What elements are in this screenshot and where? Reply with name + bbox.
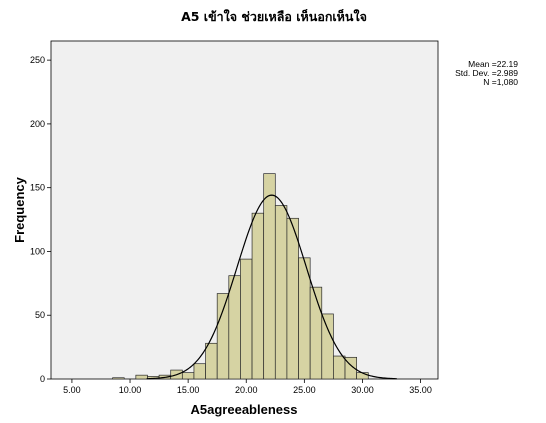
y-tick-label: 200 <box>30 119 45 129</box>
histogram-bar <box>309 286 323 380</box>
histogram-bar <box>251 212 265 380</box>
histogram-bar <box>112 377 125 380</box>
histogram-bar <box>263 173 276 380</box>
histogram-bar <box>333 355 346 380</box>
stats-std-dev: Std. Dev. =2.989 <box>455 68 518 78</box>
x-tick-label: 15.00 <box>177 385 200 395</box>
y-tick-label: 0 <box>40 374 45 384</box>
histogram-bar <box>344 356 357 380</box>
chart-title: A5 เข้าใจ ช่วยเหลือ เห็นอกเห็นใจ <box>181 9 367 24</box>
histogram-bar <box>298 257 311 380</box>
x-tick-label: 20.00 <box>235 385 258 395</box>
y-tick-label: 50 <box>35 310 45 320</box>
y-tick-label: 100 <box>30 246 45 256</box>
histogram-bar <box>193 363 206 380</box>
x-axis-title: A5agreeableness <box>191 402 298 417</box>
x-tick-label: 5.00 <box>63 385 81 395</box>
x-tick-label: 30.00 <box>351 385 374 395</box>
histogram-bar <box>240 258 253 380</box>
x-tick-label: 10.00 <box>119 385 142 395</box>
histogram-bar <box>286 217 299 380</box>
x-tick-label: 25.00 <box>293 385 316 395</box>
histogram-bar <box>228 275 241 380</box>
x-tick-label: 35.00 <box>409 385 432 395</box>
x-axis: 5.00 10.00 15.00 20.00 25.00 30.00 35.00 <box>63 379 432 395</box>
histogram-bar <box>205 342 218 380</box>
y-tick-label: 250 <box>30 55 45 65</box>
stats-n: N =1,080 <box>483 77 518 87</box>
y-axis-title: Frequency <box>12 176 27 243</box>
histogram-bar <box>135 374 148 380</box>
normal-curve <box>146 194 397 380</box>
stats-mean: Mean =22.19 <box>468 59 518 69</box>
histogram-bar <box>274 205 288 380</box>
y-axis: 0 50 100 150 200 250 <box>30 55 51 384</box>
y-tick-label: 150 <box>30 183 45 193</box>
stats-legend: Mean =22.19 Std. Dev. =2.989 N =1,080 <box>455 59 518 87</box>
histogram-bar <box>181 372 195 380</box>
histogram-bar <box>321 313 334 380</box>
histogram-bar <box>216 293 230 380</box>
